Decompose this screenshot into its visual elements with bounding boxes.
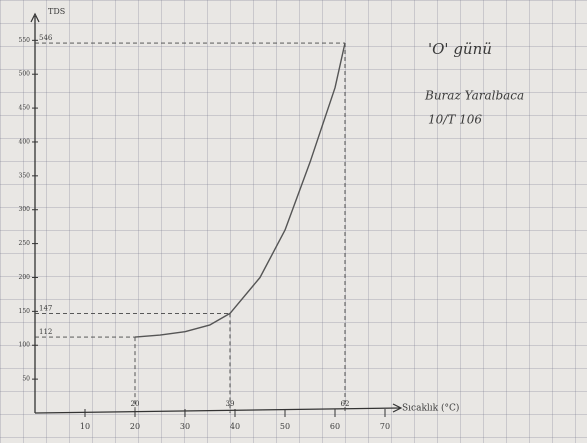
y-tick-label: 300 — [19, 206, 31, 213]
y-tick-label: 500 — [19, 71, 31, 78]
y-tick-label: 200 — [19, 274, 31, 281]
x-tick-label: 60 — [330, 422, 340, 431]
marker-y-label: 546 — [39, 34, 53, 42]
data-line — [135, 43, 345, 337]
x-tick-label: 40 — [230, 422, 240, 431]
marker-y-label: 147 — [39, 304, 52, 312]
y-tick-label: 50 — [22, 376, 30, 383]
annotation: Buraz Yaralbaca — [424, 89, 524, 103]
marker-x-label: 39 — [226, 400, 235, 408]
y-tick-label: 100 — [19, 342, 31, 349]
x-tick-label: 70 — [380, 422, 390, 431]
x-tick-label: 20 — [130, 422, 140, 431]
chart: TDS Sıcaklık (°C) 'O' günü Buraz Yaralba… — [0, 0, 587, 443]
x-tick-label: 10 — [80, 422, 90, 431]
y-tick-label: 350 — [19, 172, 31, 179]
y-tick-label: 550 — [19, 37, 31, 44]
x-axis-label: Sıcaklık (°C) — [402, 403, 459, 414]
y-tick-label: 400 — [19, 138, 31, 145]
y-axis-label: TDS — [48, 7, 65, 16]
annotation: 10/T 106 — [428, 113, 482, 127]
marker-y-label: 112 — [39, 328, 52, 336]
marker-x-label: 62 — [341, 400, 350, 408]
marker-x-label: 20 — [131, 400, 140, 408]
graph-paper: TDS Sıcaklık (°C) 'O' günü Buraz Yaralba… — [0, 0, 587, 443]
annotation: 'O' günü — [428, 40, 492, 58]
x-tick-label: 30 — [180, 422, 190, 431]
y-tick-label: 450 — [19, 105, 31, 112]
y-tick-label: 150 — [19, 308, 31, 315]
x-tick-label: 50 — [280, 422, 290, 431]
y-tick-label: 250 — [19, 240, 31, 247]
